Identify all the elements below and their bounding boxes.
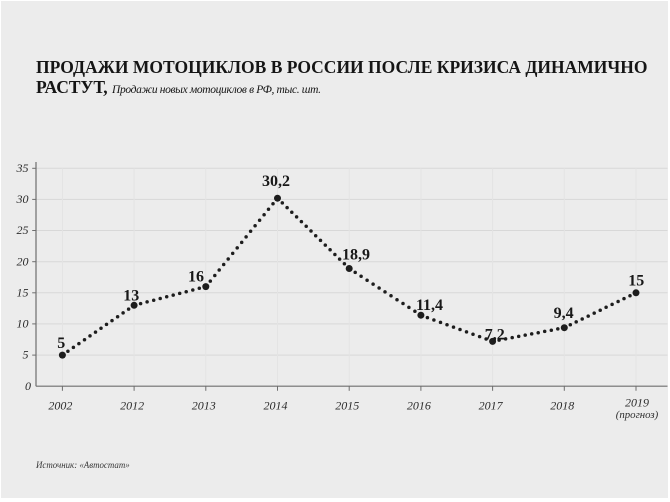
svg-text:7,2: 7,2: [485, 326, 505, 343]
svg-text:2012: 2012: [120, 399, 144, 413]
svg-text:15: 15: [17, 285, 29, 299]
svg-text:2019: 2019: [625, 395, 649, 409]
svg-text:0: 0: [25, 379, 31, 393]
svg-text:2015: 2015: [335, 399, 359, 413]
svg-text:2014: 2014: [264, 399, 288, 413]
svg-text:16: 16: [188, 269, 204, 286]
svg-text:10: 10: [17, 317, 29, 331]
svg-text:2018: 2018: [550, 399, 574, 413]
svg-text:30: 30: [16, 192, 29, 206]
svg-text:2017: 2017: [479, 399, 504, 413]
svg-text:5: 5: [57, 335, 65, 352]
svg-text:2013: 2013: [192, 399, 216, 413]
svg-text:11,4: 11,4: [416, 297, 443, 314]
svg-text:35: 35: [16, 161, 29, 175]
svg-text:5: 5: [23, 348, 29, 362]
svg-text:15: 15: [628, 272, 644, 289]
svg-text:9,4: 9,4: [554, 305, 574, 322]
svg-text:(прогноз): (прогноз): [616, 409, 659, 421]
svg-text:18,9: 18,9: [342, 247, 370, 264]
svg-text:2002: 2002: [48, 399, 72, 413]
svg-text:30,2: 30,2: [262, 173, 290, 190]
svg-text:2016: 2016: [407, 399, 431, 413]
svg-text:20: 20: [17, 254, 29, 268]
svg-text:13: 13: [123, 287, 139, 304]
svg-text:25: 25: [17, 223, 29, 237]
